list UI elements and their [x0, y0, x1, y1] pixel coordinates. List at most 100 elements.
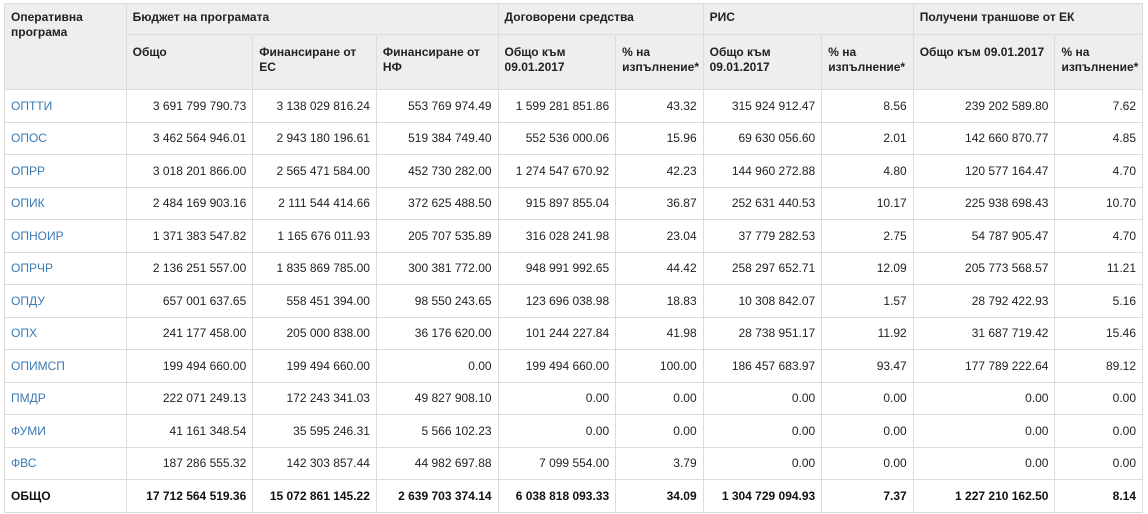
ris-total-cell: 252 631 440.53: [702, 186, 823, 220]
ris-total-cell: 10 308 842.07: [702, 284, 823, 318]
nf-funding-cell: 452 730 282.00: [375, 154, 499, 188]
ris-total-cell: 0.00: [702, 381, 823, 415]
nf-funding-cell: 36 176 620.00: [375, 316, 499, 350]
program-link[interactable]: ОПТТИ: [11, 98, 53, 113]
tranches-percent-cell: 5.16: [1054, 284, 1143, 318]
contracted-percent-cell: 15.96: [615, 121, 704, 155]
ris-percent-cell: 1.57: [821, 284, 914, 318]
ris-percent-cell: 0.00: [821, 414, 914, 448]
tranches-percent-cell: 4.70: [1054, 154, 1143, 188]
eu-funding-cell: 35 595 246.31: [252, 414, 377, 448]
nf-funding-cell: 519 384 749.40: [375, 121, 499, 155]
nf-funding-cell: 372 625 488.50: [375, 186, 499, 220]
budget-total-cell: 3 691 799 790.73: [125, 89, 254, 123]
tranches-percent-cell: 4.70: [1054, 219, 1143, 253]
program-cell: ОПИМСП: [4, 349, 127, 383]
budget-total-cell: 199 494 660.00: [125, 349, 254, 383]
contracted-total-cell: 316 028 241.98: [497, 219, 617, 253]
table-row: ОПДУ 657 001 637.65 558 451 394.00 98 550 2…: [4, 284, 1143, 318]
tranches-percent-cell: 10.70: [1054, 186, 1143, 220]
program-cell: ОПНОИР: [4, 219, 127, 253]
tranches-total-cell: 177 789 222.64: [912, 349, 1056, 383]
contracted-total-cell: 915 897 855.04: [497, 186, 617, 220]
budget-total-cell: 17 712 564 519.36: [125, 479, 254, 513]
tranches-total-cell: 142 660 870.77: [912, 121, 1056, 155]
tranches-total-cell: 54 787 905.47: [912, 219, 1056, 253]
program-link[interactable]: ОПРР: [11, 163, 45, 178]
eu-funding-cell: 558 451 394.00: [252, 284, 377, 318]
program-cell: ОПОС: [4, 121, 127, 155]
eu-funding-cell: 1 835 869 785.00: [252, 251, 377, 285]
contracted-total-cell: 1 274 547 670.92: [497, 154, 617, 188]
contracted-percent-cell: 3.79: [615, 446, 704, 480]
program-cell: ОПХ: [4, 316, 127, 350]
tranches-percent-cell: 0.00: [1054, 381, 1143, 415]
eu-funding-cell: 199 494 660.00: [252, 349, 377, 383]
header-contracted: Договорени средства: [497, 3, 704, 35]
subheader-budget-total: Общо: [125, 34, 254, 90]
program-cell: ПМДР: [4, 381, 127, 415]
tranches-total-cell: 0.00: [912, 446, 1056, 480]
budget-total-cell: 2 484 169 903.16: [125, 186, 254, 220]
tranches-total-cell: 31 687 719.42: [912, 316, 1056, 350]
subheader-eu-funding: Финансиране от ЕС: [252, 34, 377, 90]
program-link[interactable]: ОПИМСП: [11, 358, 65, 373]
program-link[interactable]: ОПНОИР: [11, 228, 64, 243]
eu-funding-cell: 2 943 180 196.61: [252, 121, 377, 155]
total-label: ОБЩО: [4, 479, 127, 513]
tranches-total-cell: 0.00: [912, 414, 1056, 448]
contracted-total-cell: 7 099 554.00: [497, 446, 617, 480]
subheader-contracted-percent: % на изпълнение*: [615, 34, 704, 90]
table-row: ФВС 187 286 555.32 142 303 857.44 44 982 69…: [4, 446, 1143, 480]
table-row: ОПРЧР 2 136 251 557.00 1 835 869 785.00 300…: [4, 251, 1143, 285]
ris-percent-cell: 8.56: [821, 89, 914, 123]
program-link[interactable]: ОПОС: [11, 131, 47, 146]
contracted-percent-cell: 18.83: [615, 284, 704, 318]
program-link[interactable]: ПМДР: [11, 391, 46, 406]
program-link[interactable]: ОПИК: [11, 196, 45, 211]
program-link[interactable]: ОПРЧР: [11, 261, 53, 276]
nf-funding-cell: 553 769 974.49: [375, 89, 499, 123]
program-cell: ОПРР: [4, 154, 127, 188]
tranches-percent-cell: 7.62: [1054, 89, 1143, 123]
contracted-percent-cell: 0.00: [615, 414, 704, 448]
ris-total-cell: 37 779 282.53: [702, 219, 823, 253]
tranches-total-cell: 28 792 422.93: [912, 284, 1056, 318]
ris-total-cell: 1 304 729 094.93: [702, 479, 823, 513]
header-ris: РИС: [702, 3, 914, 35]
contracted-percent-cell: 42.23: [615, 154, 704, 188]
program-cell: ОПИК: [4, 186, 127, 220]
eu-funding-cell: 3 138 029 816.24: [252, 89, 377, 123]
ris-percent-cell: 11.92: [821, 316, 914, 350]
table-row: ОПИМСП 199 494 660.00 199 494 660.00 0.00 19…: [4, 349, 1143, 383]
program-link[interactable]: ФУМИ: [11, 423, 46, 438]
program-link[interactable]: ОПДУ: [11, 293, 45, 308]
header-budget: Бюджет на програмата: [125, 3, 499, 35]
ris-total-cell: 0.00: [702, 414, 823, 448]
table-row: ПМДР 222 071 249.13 172 243 341.03 49 827 9…: [4, 381, 1143, 415]
tranches-total-cell: 225 938 698.43: [912, 186, 1056, 220]
table-row: ОПТТИ 3 691 799 790.73 3 138 029 816.24 553…: [4, 89, 1143, 123]
table-row: ФУМИ 41 161 348.54 35 595 246.31 5 566 102.…: [4, 414, 1143, 448]
table-header: Оперативна програма Бюджет на програмата…: [4, 3, 1144, 90]
ris-total-cell: 28 738 951.17: [702, 316, 823, 350]
nf-funding-cell: 300 381 772.00: [375, 251, 499, 285]
budget-total-cell: 187 286 555.32: [125, 446, 254, 480]
budget-table: Оперативна програма Бюджет на програмата…: [4, 3, 1144, 513]
tranches-total-cell: 0.00: [912, 381, 1056, 415]
eu-funding-cell: 172 243 341.03: [252, 381, 377, 415]
nf-funding-cell: 98 550 243.65: [375, 284, 499, 318]
tranches-percent-cell: 8.14: [1054, 479, 1143, 513]
table-body: ОПТТИ 3 691 799 790.73 3 138 029 816.24 553…: [4, 89, 1143, 513]
program-cell: ОПДУ: [4, 284, 127, 318]
program-link[interactable]: ОПХ: [11, 326, 37, 341]
total-row: ОБЩО 17 712 564 519.36 15 072 861 145.22 2 …: [4, 479, 1143, 513]
ris-total-cell: 69 630 056.60: [702, 121, 823, 155]
contracted-total-cell: 6 038 818 093.33: [497, 479, 617, 513]
eu-funding-cell: 1 165 676 011.93: [252, 219, 377, 253]
subheader-contracted-total: Общо към 09.01.2017: [497, 34, 617, 90]
contracted-total-cell: 101 244 227.84: [497, 316, 617, 350]
subheader-ris-total: Общо към 09.01.2017: [702, 34, 823, 90]
program-link[interactable]: ФВС: [11, 456, 37, 471]
nf-funding-cell: 2 639 703 374.14: [375, 479, 499, 513]
